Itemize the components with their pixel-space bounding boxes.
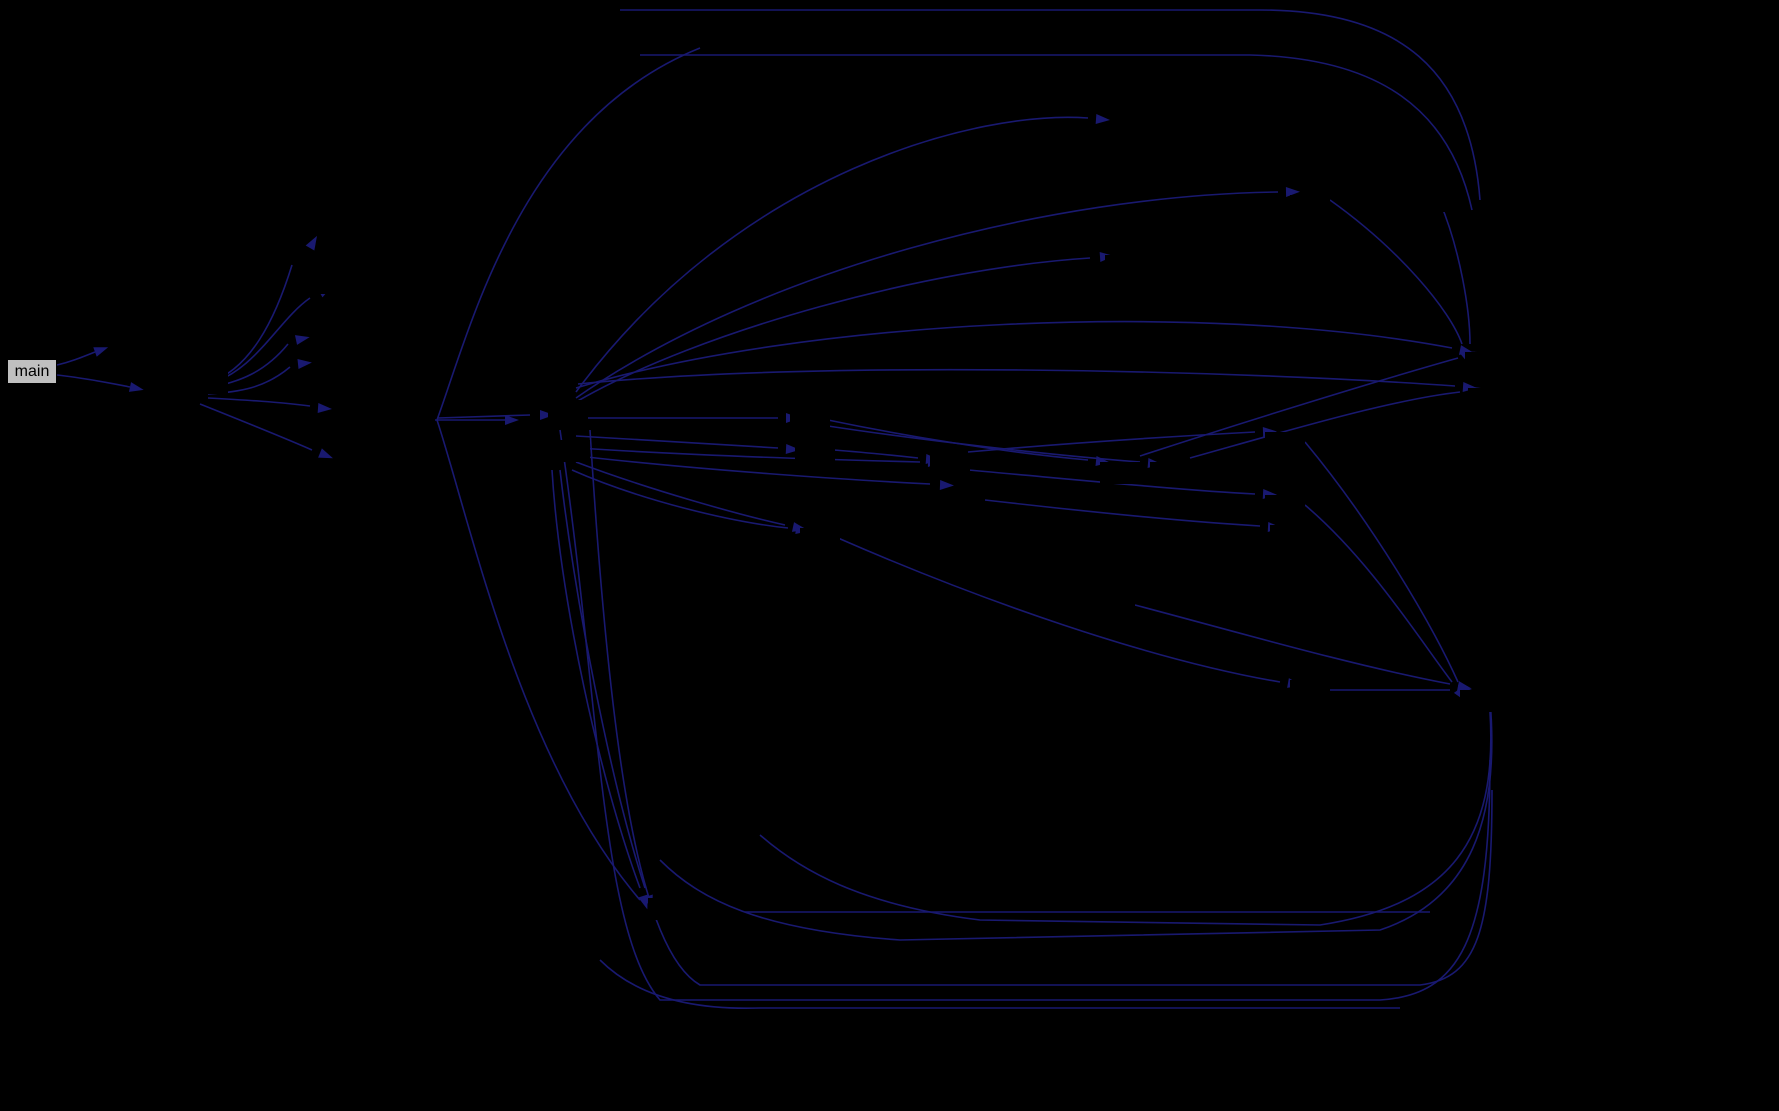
graph-edge xyxy=(199,403,313,451)
graph-edge xyxy=(1189,391,1461,459)
graph-edge xyxy=(559,469,646,889)
graph-edge xyxy=(984,499,1261,527)
graph-edge xyxy=(436,47,701,421)
graph-node-hidden[interactable] xyxy=(795,445,835,467)
edge-arrowhead xyxy=(1095,456,1110,466)
graph-edge xyxy=(1139,357,1459,457)
graph-node-hidden[interactable] xyxy=(318,320,358,342)
edge-arrowhead xyxy=(785,444,800,454)
graph-edge xyxy=(571,469,789,529)
graph-edge xyxy=(56,374,131,388)
edge-arrowhead xyxy=(1457,681,1472,691)
graph-edge xyxy=(577,447,921,463)
graph-node-hidden[interactable] xyxy=(1290,195,1330,217)
graph-edge xyxy=(640,54,1473,211)
graph-node-hidden[interactable] xyxy=(1095,602,1135,624)
graph-node-hidden[interactable] xyxy=(320,470,360,492)
graph-node-hidden[interactable] xyxy=(188,372,228,394)
graph-node-hidden[interactable] xyxy=(548,400,588,422)
graph-node-hidden[interactable] xyxy=(550,440,590,462)
graph-node-hidden[interactable] xyxy=(300,370,340,392)
graph-edge xyxy=(1439,201,1471,345)
graph-edge xyxy=(559,429,1491,1001)
edge-arrowhead xyxy=(638,894,648,910)
edge-arrowhead xyxy=(305,235,317,251)
graph-node-hidden[interactable] xyxy=(1460,690,1500,712)
graph-edge xyxy=(575,435,779,449)
edge-arrowhead xyxy=(93,347,109,357)
graph-edge xyxy=(1304,441,1459,683)
graph-edge xyxy=(1329,199,1463,345)
graph-edge xyxy=(1134,604,1451,685)
edge-arrowhead xyxy=(1285,187,1300,197)
graph-edge xyxy=(967,469,1256,495)
edge-arrowhead xyxy=(505,415,519,425)
graph-edge xyxy=(437,414,531,419)
edge-arrowhead xyxy=(939,480,954,490)
graph-node-hidden[interactable] xyxy=(310,272,350,294)
graph-edge xyxy=(833,449,919,459)
graph-node-hidden[interactable] xyxy=(1265,432,1305,454)
graph-edge xyxy=(575,461,786,526)
graph-node-hidden[interactable] xyxy=(495,465,535,487)
graph-node-hidden[interactable] xyxy=(1468,388,1508,410)
graph-node-hidden[interactable] xyxy=(1270,525,1310,547)
graph-edge xyxy=(589,429,1493,986)
graph-node-main[interactable]: main xyxy=(7,359,57,384)
graph-edge xyxy=(659,699,1493,941)
edge-arrowhead xyxy=(128,382,144,392)
graph-edge xyxy=(575,116,1089,393)
graph-edge xyxy=(207,397,311,407)
graph-node-hidden[interactable] xyxy=(1265,495,1305,517)
graph-node-hidden[interactable] xyxy=(648,898,688,920)
graph-node-hidden[interactable] xyxy=(1415,190,1455,212)
edge-arrowhead xyxy=(318,448,333,459)
edge-arrowhead xyxy=(297,359,312,369)
graph-edge xyxy=(620,9,1481,201)
graph-node-hidden[interactable] xyxy=(930,455,970,477)
graph-edge xyxy=(1304,504,1453,683)
graph-node-hidden[interactable] xyxy=(1100,462,1140,484)
graph-edge xyxy=(575,257,1091,403)
graph-node-hidden[interactable] xyxy=(1150,462,1190,484)
graph-edge xyxy=(551,469,641,889)
graph-edge xyxy=(827,425,1141,463)
graph-edge xyxy=(837,537,1281,683)
edge-arrowhead xyxy=(317,403,332,413)
graph-node-hidden[interactable] xyxy=(305,414,345,436)
graph-edge xyxy=(577,368,1456,387)
graph-node-hidden[interactable] xyxy=(945,490,985,512)
edge-arrowhead xyxy=(540,410,554,420)
graph-edge xyxy=(436,419,641,901)
graph-node-hidden[interactable] xyxy=(1105,255,1145,277)
edges-group xyxy=(56,9,1493,1010)
graph-node-hidden[interactable] xyxy=(790,412,830,434)
graph-edge xyxy=(967,431,1256,453)
graph-edge xyxy=(56,351,96,366)
graph-edge xyxy=(575,320,1453,389)
graph-edge xyxy=(577,455,931,485)
graph-edge xyxy=(759,711,1492,926)
graph-edge xyxy=(207,264,293,384)
edge-arrowhead xyxy=(1095,114,1110,124)
graph-node-hidden[interactable] xyxy=(1290,680,1330,702)
graph-node-hidden[interactable] xyxy=(1465,352,1505,374)
graph-edge xyxy=(575,191,1279,399)
graph-edge xyxy=(599,959,1400,1010)
edge-arrowhead xyxy=(294,335,310,345)
graph-node-hidden[interactable] xyxy=(800,528,840,550)
